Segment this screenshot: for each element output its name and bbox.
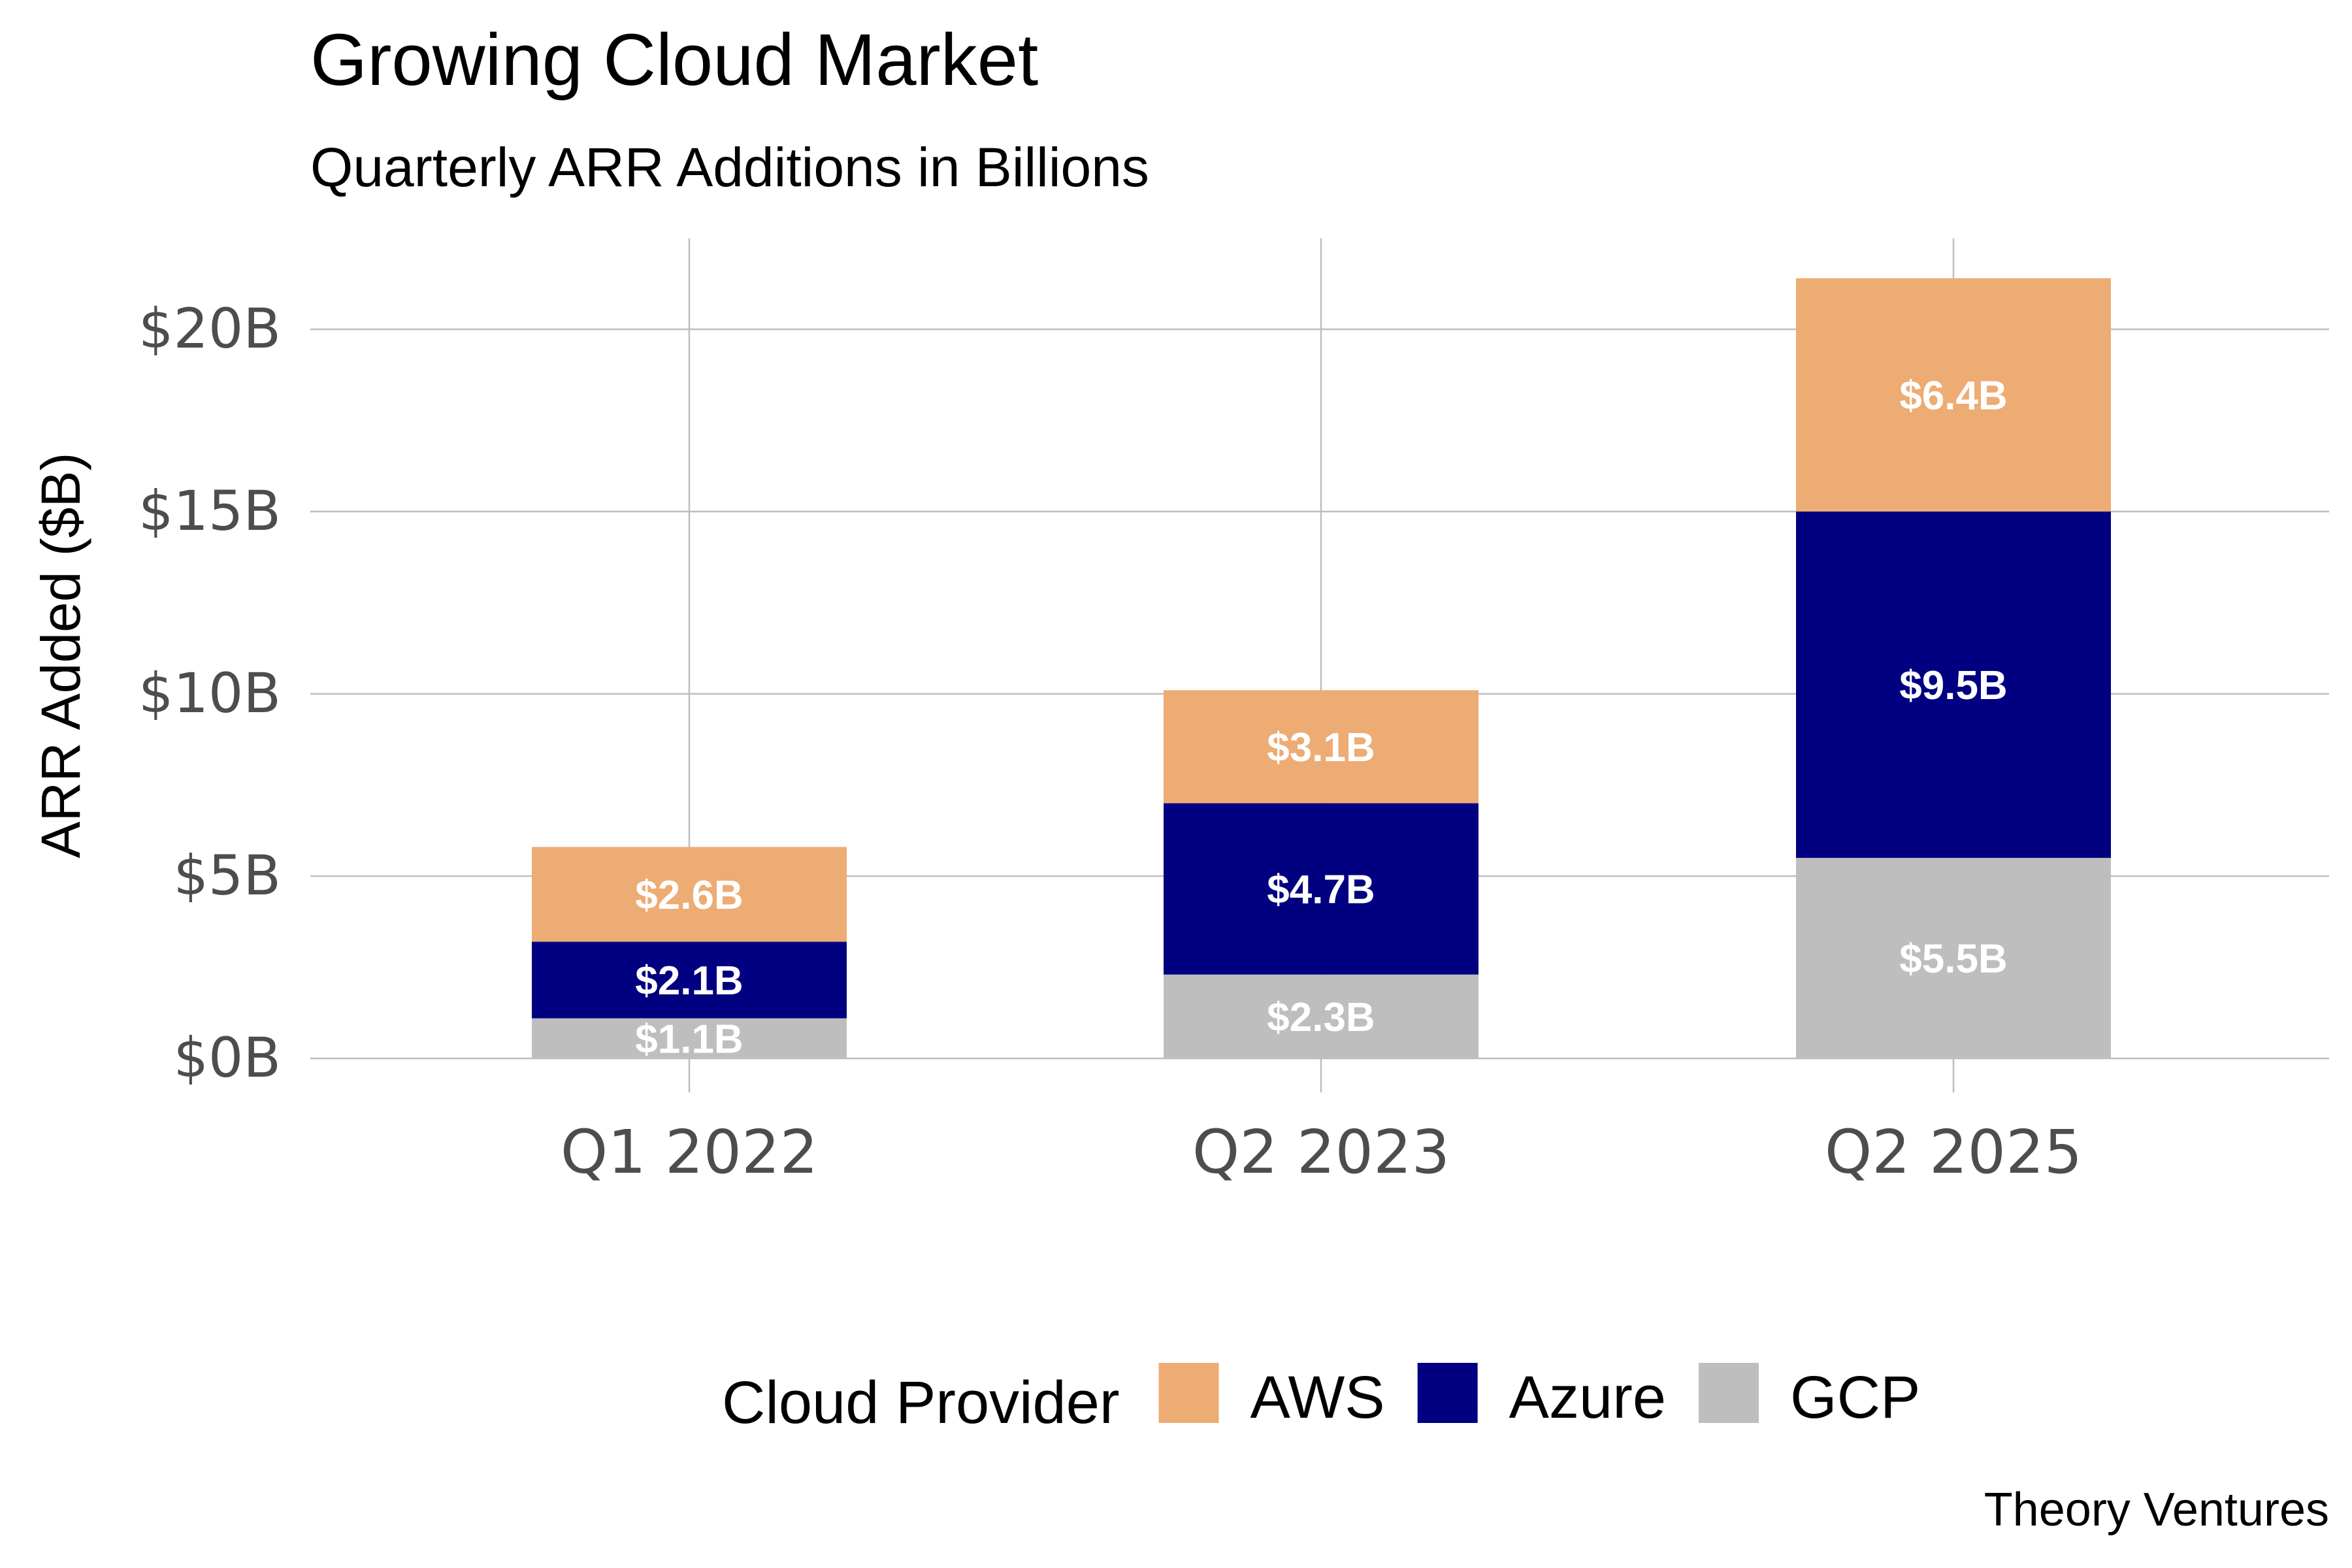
bar-azure bbox=[1796, 512, 2111, 858]
bar-gcp bbox=[1164, 974, 1478, 1058]
y-tick-label: $20B bbox=[139, 297, 281, 361]
data-label: $2.6B bbox=[635, 873, 743, 918]
data-label: $4.7B bbox=[1267, 868, 1375, 913]
legend-title: Cloud Provider bbox=[722, 1369, 1120, 1436]
chart-caption: Theory Ventures bbox=[1984, 1484, 2329, 1536]
legend-swatch-azure bbox=[1417, 1363, 1478, 1423]
legend-label-azure: Azure bbox=[1509, 1364, 1666, 1431]
bar-azure bbox=[532, 941, 847, 1019]
legend-label-gcp: GCP bbox=[1790, 1364, 1920, 1431]
data-labels: $1.1B $2.1B $2.6B $2.3B $4.7B $3.1B $5.5B $9.5B… bbox=[635, 373, 2007, 1062]
data-label: $2.3B bbox=[1267, 995, 1375, 1040]
legend-swatch-gcp bbox=[1699, 1363, 1759, 1423]
x-tick-label: Q2 2025 bbox=[1825, 1117, 2082, 1187]
chart-subtitle: Quarterly ARR Additions in Billions bbox=[310, 137, 1149, 198]
data-label: $9.5B bbox=[1899, 663, 2007, 708]
data-label: $5.5B bbox=[1899, 937, 2007, 982]
data-label: $2.1B bbox=[635, 958, 743, 1004]
x-tick-label: Q1 2022 bbox=[561, 1117, 818, 1187]
bar-aws bbox=[1796, 278, 2111, 512]
y-tick-label: $5B bbox=[173, 843, 281, 907]
bar-gcp bbox=[532, 1018, 847, 1058]
y-tick-label: $0B bbox=[173, 1026, 281, 1090]
bar-aws bbox=[1164, 690, 1478, 804]
bar-gcp bbox=[1796, 858, 2111, 1058]
data-label: $6.4B bbox=[1899, 373, 2007, 418]
bar-aws bbox=[532, 847, 847, 942]
chart-title: Growing Cloud Market bbox=[310, 19, 1038, 101]
bar-azure bbox=[1164, 803, 1478, 975]
legend-label-aws: AWS bbox=[1250, 1364, 1385, 1431]
legend: Cloud Provider AWS Azure GCP bbox=[722, 1363, 1920, 1436]
y-tick-label: $15B bbox=[139, 479, 281, 543]
legend-swatch-aws bbox=[1158, 1363, 1219, 1423]
x-tick-label: Q2 2023 bbox=[1192, 1117, 1450, 1187]
bars bbox=[532, 278, 2111, 1058]
data-label: $3.1B bbox=[1267, 725, 1375, 770]
data-label: $1.1B bbox=[635, 1017, 743, 1062]
y-axis-ticks: $0B $5B $10B $15B $20B bbox=[139, 297, 281, 1090]
x-axis-ticks: Q1 2022 Q2 2023 Q2 2025 bbox=[561, 1117, 2082, 1187]
y-axis-title: ARR Added ($B) bbox=[30, 453, 91, 858]
y-tick-label: $10B bbox=[139, 661, 281, 725]
